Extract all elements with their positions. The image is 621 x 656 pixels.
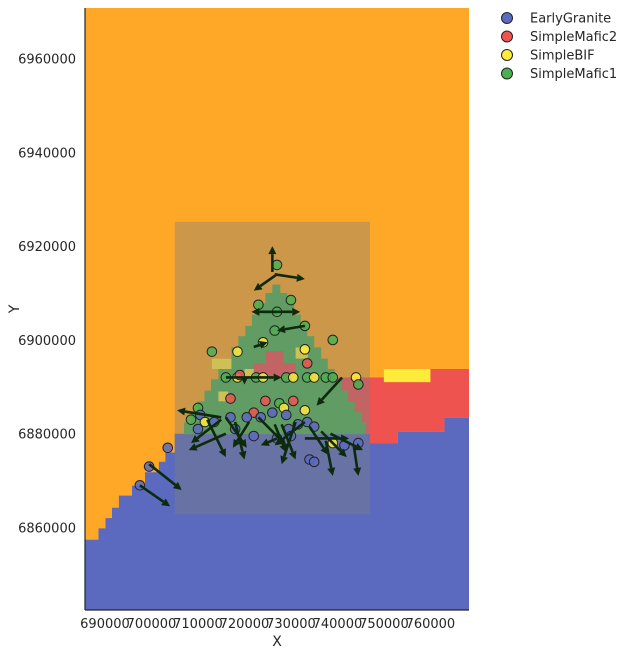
data-point-earlygranite bbox=[280, 409, 292, 421]
data-point-earlygranite bbox=[267, 407, 278, 418]
orientation-arrow bbox=[148, 463, 182, 490]
bif-band-block bbox=[218, 391, 229, 402]
legend-item: EarlyGranite bbox=[501, 12, 611, 27]
y-tick-label: 6880000 bbox=[18, 428, 76, 443]
legend-item: SimpleMafic1 bbox=[501, 67, 617, 82]
data-point-simplemafic1 bbox=[327, 372, 339, 383]
y-tick-label: 6940000 bbox=[18, 146, 76, 161]
data-point-simplemafic1 bbox=[253, 299, 264, 311]
orientation-arrow bbox=[253, 341, 268, 349]
data-point-earlygranite bbox=[308, 456, 320, 468]
orientation-arrow bbox=[277, 324, 306, 334]
early-granite-region bbox=[85, 417, 469, 610]
x-tick-label: 750000 bbox=[359, 617, 409, 632]
x-tick-label: 740000 bbox=[313, 617, 363, 632]
mafic1-block bbox=[190, 412, 362, 423]
data-point-simplemafic1 bbox=[353, 379, 364, 390]
y-tick-label: 6900000 bbox=[18, 334, 76, 349]
legend-item: SimpleMafic2 bbox=[501, 30, 617, 45]
mafic1-block bbox=[238, 336, 315, 348]
data-point-simplebif bbox=[232, 346, 243, 357]
mafic1-block bbox=[272, 284, 281, 294]
data-point-simplebif bbox=[299, 344, 311, 355]
x-tick-label: 760000 bbox=[406, 617, 456, 632]
data-point-simplemafic1 bbox=[327, 334, 339, 346]
data-point-simplebif bbox=[287, 372, 299, 383]
x-tick-labels: 6900007000007100007200007300007400007500… bbox=[80, 617, 455, 632]
data-point-earlygranite bbox=[248, 430, 260, 442]
orientation-arrow bbox=[190, 418, 223, 444]
data-point-simplemafic2 bbox=[301, 358, 313, 369]
data-point-simplemafic1 bbox=[285, 294, 297, 306]
data-point-simplemafic2 bbox=[287, 395, 299, 407]
data-point-simplemafic1 bbox=[206, 346, 218, 357]
orientation-arrow bbox=[268, 246, 277, 272]
orientation-arrow bbox=[232, 421, 251, 448]
orientation-arrow bbox=[274, 420, 306, 446]
mafic2-dome-block bbox=[265, 351, 284, 364]
data-point-simplemafic2 bbox=[260, 395, 271, 407]
orientation-arrow bbox=[274, 273, 305, 282]
data-point-earlygranite bbox=[255, 412, 267, 423]
simple-bif-region bbox=[383, 369, 431, 383]
orientation-arrow bbox=[260, 437, 278, 446]
data-point-simplemafic1 bbox=[185, 414, 197, 425]
data-point-simplebif bbox=[299, 404, 311, 416]
plot-area bbox=[85, 8, 469, 610]
x-tick-label: 710000 bbox=[173, 617, 223, 632]
y-tick-label: 6860000 bbox=[18, 521, 76, 536]
orientation-arrow bbox=[206, 419, 226, 458]
orientation-arrow bbox=[225, 373, 282, 382]
x-axis-label: X bbox=[272, 634, 282, 650]
y-axis-label: Y bbox=[7, 304, 23, 314]
x-tick-label: 720000 bbox=[220, 617, 270, 632]
mafic1-block bbox=[251, 314, 301, 327]
mafic1-block bbox=[210, 379, 342, 392]
y-tick-label: 6920000 bbox=[18, 240, 76, 255]
orientation-arrow bbox=[280, 423, 297, 460]
orientation-vectors bbox=[139, 246, 364, 507]
data-point-simplebif bbox=[308, 372, 320, 383]
orientation-arrow bbox=[139, 484, 171, 507]
legend: EarlyGranite SimpleMafic2 SimpleBIF SimpleM… bbox=[501, 12, 617, 82]
legend-item: SimpleBIF bbox=[501, 49, 595, 64]
data-point-earlygranite bbox=[162, 442, 174, 454]
legend-label: SimpleMafic1 bbox=[530, 67, 617, 82]
x-tick-label: 730000 bbox=[266, 617, 316, 632]
data-point-earlygranite bbox=[241, 412, 253, 423]
orientation-arrow bbox=[316, 376, 344, 406]
orientation-arrow bbox=[263, 307, 301, 316]
orientation-arrow bbox=[320, 430, 347, 458]
legend-label: SimpleMafic2 bbox=[530, 30, 617, 45]
data-point-earlygranite bbox=[192, 423, 204, 435]
orientation-arrow bbox=[280, 421, 297, 465]
axes: 6900007000007100007200007300007400007500… bbox=[7, 8, 469, 650]
mafic1-block bbox=[204, 390, 349, 402]
bif-band-block bbox=[244, 369, 254, 379]
mafic1-block bbox=[265, 293, 288, 304]
legend-label: SimpleBIF bbox=[530, 49, 595, 64]
legend-marker bbox=[501, 67, 513, 80]
x-tick-label: 690000 bbox=[80, 617, 130, 632]
data-point-simplemafic2 bbox=[225, 393, 236, 404]
legend-marker bbox=[501, 49, 513, 61]
orientation-arrow bbox=[304, 434, 350, 443]
bif-band-block bbox=[211, 358, 232, 370]
orientation-arrow bbox=[352, 445, 362, 476]
orientation-arrow bbox=[188, 432, 227, 451]
orientation-arrow bbox=[253, 273, 278, 291]
interface-points bbox=[134, 259, 364, 491]
orientation-arrow bbox=[177, 407, 222, 419]
legend-marker bbox=[501, 12, 513, 24]
y-tick-label: 6960000 bbox=[18, 53, 76, 68]
x-tick-label: 700000 bbox=[127, 617, 177, 632]
legend-label: EarlyGranite bbox=[530, 12, 611, 27]
orientation-arrow bbox=[324, 440, 336, 476]
legend-marker bbox=[501, 30, 513, 43]
y-tick-labels: 6860000 6880000 6900000 6920000 6940000 69600… bbox=[18, 53, 76, 537]
orientation-arrow bbox=[240, 376, 249, 385]
